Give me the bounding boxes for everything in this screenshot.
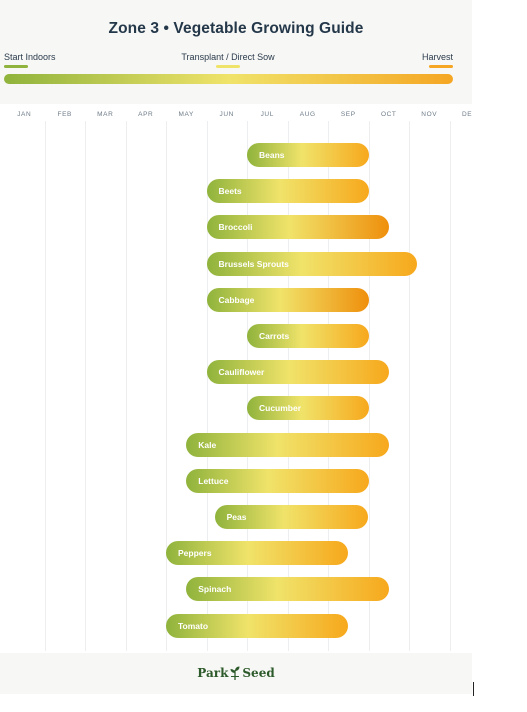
crop-bar-beets: Beets	[206, 179, 369, 204]
crop-bar-carrots: Carrots	[247, 324, 369, 348]
crop-label-kale: Kale	[198, 439, 217, 450]
legend-transplant-label: Transplant / Direct Sow	[181, 52, 275, 62]
crop-bar-beans: Beans	[247, 143, 369, 167]
month-label-oct: OCT	[380, 111, 397, 118]
grid-line	[409, 121, 410, 651]
month-label-nov: NOV	[421, 111, 438, 118]
header: Zone 3 • Vegetable Growing Guide Start I…	[0, 0, 472, 104]
logo-text-park: Park	[197, 666, 229, 680]
legend-harvest-swatch	[429, 65, 453, 68]
chart-title: Zone 3 • Vegetable Growing Guide	[108, 20, 364, 37]
month-label-aug: AUG	[299, 111, 316, 118]
crop-bar-spinach: Spinach	[186, 577, 389, 602]
grid-line	[368, 121, 370, 651]
crop-label-lettuce: Lettuce	[198, 475, 229, 486]
sprout-icon	[230, 666, 240, 680]
legend-gradient-bar	[4, 74, 453, 84]
crop-bar-tomato: Tomato	[166, 613, 349, 638]
legend-start-indoors-label: Start Indoors	[4, 52, 56, 62]
crop-label-cucumber: Cucumber	[259, 403, 302, 414]
legend-transplant-swatch	[216, 65, 240, 68]
crop-bar-peas: Peas	[214, 505, 369, 529]
grid-line	[85, 121, 86, 651]
crop-bar-lettuce: Lettuce	[186, 468, 369, 493]
grid-line	[287, 121, 289, 651]
month-label-may: MAY	[178, 111, 194, 118]
park-seed-logo: Park Seed	[0, 665, 472, 680]
month-label-jun: JUN	[219, 111, 234, 118]
crop-bar-kale: Kale	[186, 432, 389, 457]
month-label-dec: DEC	[461, 111, 472, 118]
month-label-jul: JUL	[260, 111, 274, 118]
month-label-apr: APR	[138, 111, 154, 118]
crop-label-beans: Beans	[259, 150, 285, 160]
crop-label-beets: Beets	[218, 186, 242, 197]
crop-bar-brussels-sprouts: Brussels Sprouts	[206, 251, 418, 276]
crop-bar-broccoli: Broccoli	[206, 215, 389, 240]
legend-start-indoors-swatch	[4, 65, 28, 68]
grid-line	[328, 121, 329, 651]
legend-harvest-label: Harvest	[421, 52, 453, 62]
grid-line	[125, 121, 127, 651]
footer: Park Seed	[0, 653, 472, 694]
crop-label-broccoli: Broccoli	[218, 222, 253, 233]
grid-line	[166, 121, 167, 651]
crop-label-cabbage: Cabbage	[218, 294, 255, 305]
grid-line	[206, 121, 208, 651]
crop-bar-cabbage: Cabbage	[206, 287, 369, 312]
month-label-jan: JAN	[17, 111, 32, 118]
crop-label-spinach: Spinach	[198, 584, 232, 595]
month-label-sep: SEP	[340, 111, 356, 118]
crop-label-peppers: Peppers	[178, 548, 212, 559]
month-label-mar: MAR	[97, 111, 114, 118]
logo-text-seed: Seed	[242, 666, 275, 680]
month-label-feb: FEB	[57, 111, 72, 118]
crop-label-peas: Peas	[226, 512, 247, 522]
crop-bar-cucumber: Cucumber	[247, 396, 369, 421]
crop-label-cauliflower: Cauliflower	[218, 367, 265, 378]
grid-line	[247, 121, 248, 651]
crop-bar-cauliflower: Cauliflower	[206, 360, 389, 385]
text-cursor	[473, 682, 474, 696]
growing-guide-poster: Zone 3 • Vegetable Growing Guide Start I…	[0, 0, 472, 694]
grid-line	[449, 121, 451, 651]
crop-label-carrots: Carrots	[259, 331, 290, 341]
crop-label-tomato: Tomato	[178, 620, 209, 631]
grid-line	[44, 121, 46, 651]
crop-label-brussels-sprouts: Brussels Sprouts	[218, 258, 289, 269]
crop-bar-peppers: Peppers	[166, 541, 349, 566]
